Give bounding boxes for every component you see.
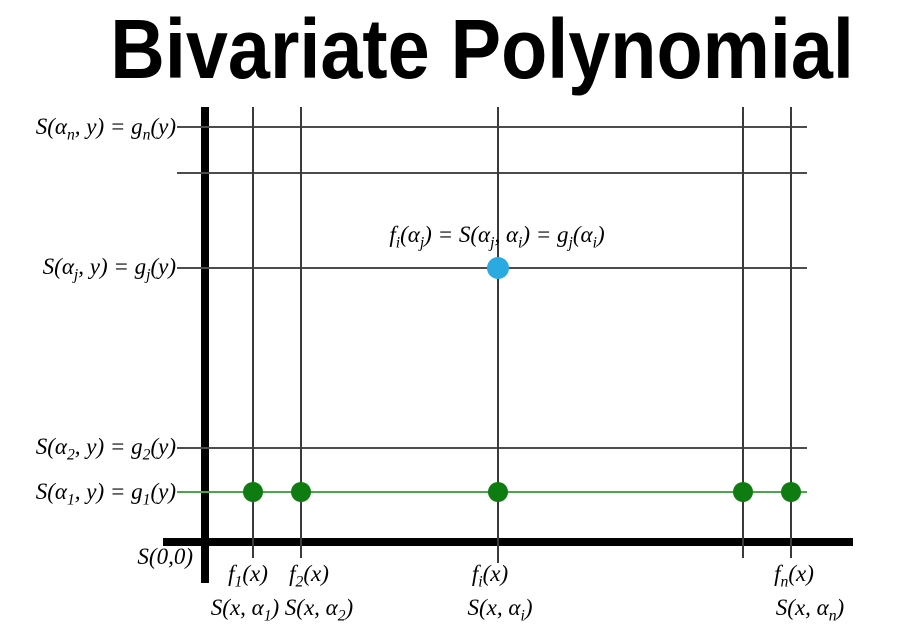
row-line-alpha-n	[177, 126, 807, 128]
x-axis	[163, 538, 853, 546]
col-label-s-alpha-1: S(x, α1)	[210, 595, 280, 625]
row-label-alpha-2: S(α2, y) = g2(y)	[35, 434, 176, 464]
row-label-alpha-j: S(αj, y) = gj(y)	[42, 254, 176, 284]
intersection-annotation: fi(αj) = S(αj, αi) = gj(αi)	[389, 222, 605, 252]
col-label-fn: fn(x)	[774, 561, 814, 591]
blue-dot-intersection	[487, 257, 509, 279]
col-label-f1: f1(x)	[228, 561, 268, 591]
row-line-unlabeled	[177, 172, 807, 174]
row-label-alpha-1: S(α1, y) = g1(y)	[35, 479, 176, 509]
col-label-fi: fi(x)	[471, 561, 509, 591]
green-dot-col4	[733, 482, 753, 502]
green-dot-fn	[781, 482, 801, 502]
row-label-alpha-n: S(αn, y) = gn(y)	[35, 114, 176, 144]
col-line-unlabeled	[742, 107, 744, 558]
green-dot-f1	[243, 482, 263, 502]
col-line-fn	[790, 107, 792, 558]
col-label-s-alpha-n: S(x, αn)	[775, 595, 845, 625]
col-label-s-alpha-2: S(x, α2)	[284, 595, 354, 625]
green-dot-fi	[488, 482, 508, 502]
col-label-f2: f2(x)	[289, 561, 329, 591]
y-axis	[201, 107, 209, 583]
origin-label: S(0,0)	[137, 544, 193, 569]
col-line-f2	[300, 107, 302, 558]
row-line-alpha-2	[177, 447, 807, 449]
slide-title: Bivariate Polynomial	[110, 2, 854, 96]
col-line-f1	[252, 107, 254, 558]
col-line-fi	[497, 107, 499, 563]
col-label-s-alpha-i: S(x, αi)	[467, 595, 533, 625]
green-dot-f2	[291, 482, 311, 502]
